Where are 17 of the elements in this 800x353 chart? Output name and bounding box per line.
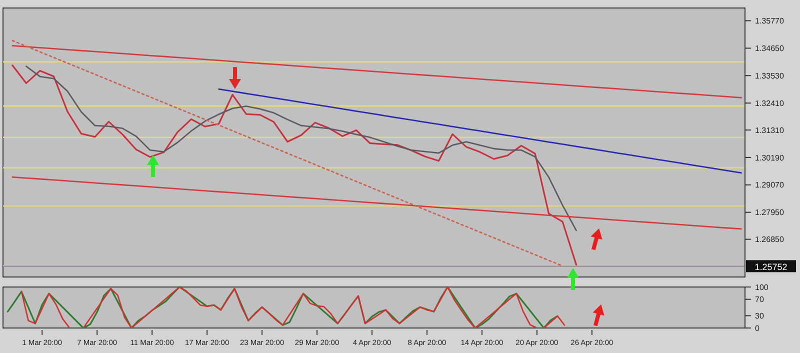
y-tick-label: 1.29070 xyxy=(755,180,784,190)
y-tick-label: 1.35770 xyxy=(755,16,784,26)
y-tick-label: 1.31310 xyxy=(755,126,784,135)
y-tick-label: 30 xyxy=(755,312,764,321)
y-tick-label: 100 xyxy=(755,282,769,292)
line-series xyxy=(218,88,742,174)
y-tick-label: 0 xyxy=(755,324,760,333)
y-tick-label: 1.34650 xyxy=(755,44,784,54)
y-tick-label: 1.30190 xyxy=(755,153,784,162)
line-series xyxy=(26,66,577,232)
ref-line-label: 1.25752 xyxy=(754,262,788,272)
y-tick-label: 1.26850 xyxy=(755,235,784,244)
y-tick-label: 1.33530 xyxy=(755,71,784,80)
line-series xyxy=(12,45,742,98)
y-tick-label: 1.27950 xyxy=(755,208,784,218)
y-tick-label: 70 xyxy=(755,295,764,304)
y-tick-label: 1.32410 xyxy=(755,98,784,108)
